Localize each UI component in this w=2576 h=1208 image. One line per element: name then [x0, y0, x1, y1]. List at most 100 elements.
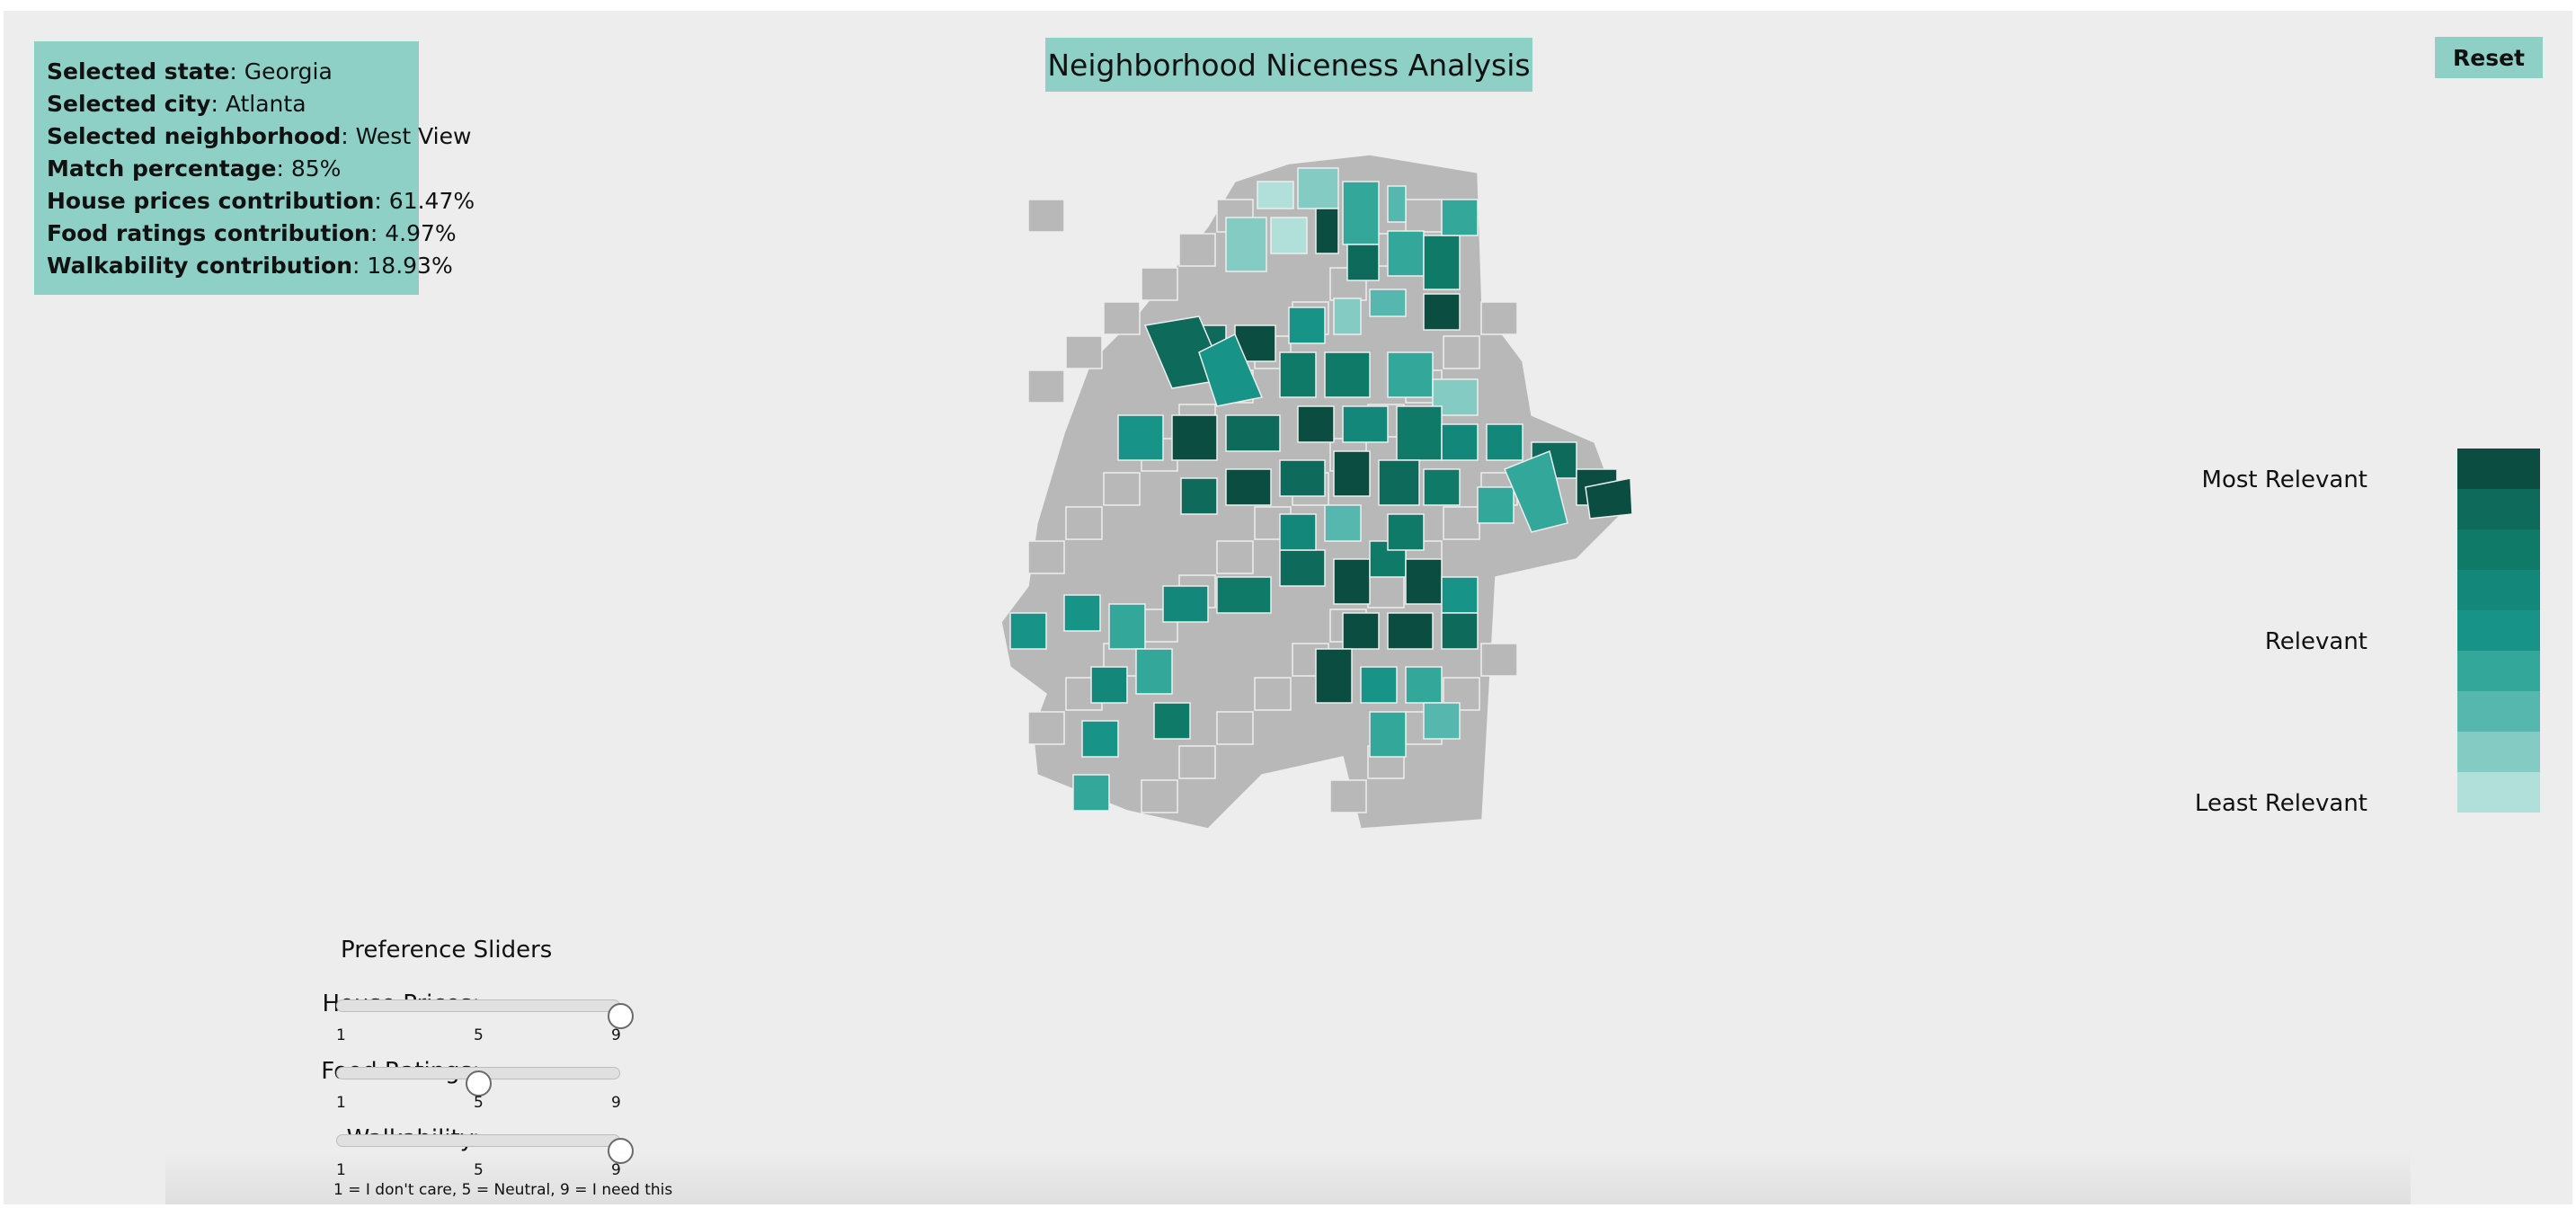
neighborhood-shape[interactable] — [1324, 351, 1371, 398]
legend-least-relevant-label: Least Relevant — [2194, 790, 2367, 817]
neighborhood-shape[interactable] — [1423, 235, 1461, 290]
neighborhood-shape[interactable] — [1178, 233, 1216, 267]
neighborhood-shape[interactable] — [1103, 301, 1141, 335]
neighborhood-shape[interactable] — [1027, 711, 1065, 745]
neighborhood-shape[interactable] — [1342, 181, 1380, 245]
neighborhood-shape[interactable] — [1387, 351, 1434, 398]
neighborhood-shape[interactable] — [1378, 459, 1420, 506]
neighborhood-shape[interactable] — [1480, 301, 1518, 335]
neighborhood-shape[interactable] — [1180, 477, 1218, 515]
neighborhood-shape[interactable] — [1288, 306, 1326, 344]
neighborhood-shape[interactable] — [1162, 585, 1209, 623]
neighborhood-shape[interactable] — [1216, 576, 1272, 614]
neighborhood-shape[interactable] — [1225, 217, 1267, 272]
neighborhood-shape[interactable] — [1360, 666, 1398, 704]
neighborhood-shape[interactable] — [1443, 335, 1480, 369]
neighborhood-shape[interactable] — [1141, 267, 1178, 301]
neighborhood-shape[interactable] — [1279, 351, 1317, 398]
neighborhood-shape[interactable] — [1279, 513, 1317, 551]
neighborhood-shape[interactable] — [1027, 540, 1065, 574]
neighborhood-shape[interactable] — [1225, 414, 1281, 452]
neighborhood-shape[interactable] — [1333, 558, 1371, 605]
neighborhood-shape[interactable] — [1009, 612, 1047, 650]
slider-scale-note: 1 = I don't care, 5 = Neutral, 9 = I nee… — [333, 1181, 673, 1199]
neighborhood-shape[interactable] — [1225, 468, 1272, 506]
walkability-slider-track[interactable] — [336, 1134, 634, 1164]
neighborhood-shape[interactable] — [1405, 199, 1443, 233]
neighborhood-shape[interactable] — [1072, 774, 1110, 812]
neighborhood-shape[interactable] — [1333, 450, 1371, 497]
neighborhood-shape[interactable] — [1342, 612, 1380, 650]
selected-city-value: Atlanta — [225, 91, 306, 117]
neighborhood-shape[interactable] — [1441, 423, 1479, 461]
neighborhood-shape[interactable] — [1443, 677, 1480, 711]
neighborhood-shape[interactable] — [1423, 468, 1461, 506]
neighborhood-shape[interactable] — [1090, 666, 1128, 704]
neighborhood-shape[interactable] — [1486, 423, 1523, 461]
neighborhood-shape[interactable] — [1027, 369, 1065, 404]
neighborhood-shape[interactable] — [1396, 405, 1443, 461]
neighborhood-shape[interactable] — [1103, 472, 1141, 506]
neighborhood-shape[interactable] — [1178, 745, 1216, 779]
neighborhood-shape[interactable] — [1135, 648, 1173, 695]
neighborhood-shape[interactable] — [1198, 333, 1264, 407]
food-ratings-slider-thumb[interactable] — [466, 1070, 492, 1097]
neighborhood-shape[interactable] — [1441, 199, 1479, 236]
neighborhood-shape[interactable] — [1432, 378, 1479, 416]
walkability-tick-mid: 5 — [474, 1161, 484, 1179]
neighborhood-shape[interactable] — [1367, 574, 1405, 608]
neighborhood-shape[interactable] — [1387, 513, 1425, 551]
neighborhood-shape[interactable] — [1065, 335, 1103, 369]
neighborhood-shape[interactable] — [1027, 199, 1065, 233]
neighborhood-shape[interactable] — [1441, 576, 1479, 614]
neighborhood-shape[interactable] — [1153, 702, 1191, 740]
walkability-slider-thumb[interactable] — [608, 1138, 634, 1164]
neighborhood-shape[interactable] — [1585, 477, 1633, 520]
neighborhood-shape[interactable] — [1405, 558, 1443, 605]
neighborhood-shape[interactable] — [1369, 711, 1407, 758]
neighborhood-shape[interactable] — [1480, 643, 1518, 677]
neighborhood-shape[interactable] — [1315, 208, 1339, 254]
house-prices-slider-thumb[interactable] — [608, 1003, 634, 1029]
neighborhood-shape[interactable] — [1108, 603, 1146, 650]
neighborhood-shape[interactable] — [1081, 720, 1119, 758]
neighborhood-shape[interactable] — [1063, 594, 1101, 632]
neighborhood-shape[interactable] — [1324, 504, 1362, 542]
neighborhood-shape[interactable] — [1477, 486, 1515, 524]
neighborhood-shape[interactable] — [1346, 244, 1380, 281]
neighborhood-shape[interactable] — [1270, 217, 1308, 254]
neighborhood-shape[interactable] — [1342, 405, 1389, 443]
neighborhood-shape[interactable] — [1315, 648, 1353, 704]
neighborhood-shape[interactable] — [1405, 666, 1443, 704]
neighborhood-shape[interactable] — [1141, 779, 1178, 813]
neighborhood-shape[interactable] — [1423, 702, 1461, 740]
neighborhood-shape[interactable] — [1329, 779, 1367, 813]
neighborhood-shape[interactable] — [1387, 185, 1407, 223]
app-canvas: Selected state: Georgia Selected city: A… — [4, 11, 2572, 1204]
neighborhood-shape[interactable] — [1423, 293, 1461, 331]
neighborhood-shape[interactable] — [1387, 612, 1434, 650]
neighborhood-shape[interactable] — [1297, 405, 1335, 443]
reset-button[interactable]: Reset — [2435, 37, 2543, 78]
neighborhood-shape[interactable] — [1504, 449, 1568, 533]
neighborhood-shape[interactable] — [1171, 414, 1218, 461]
neighborhood-shape[interactable] — [1117, 414, 1164, 461]
neighborhood-shape[interactable] — [1443, 506, 1480, 540]
neighborhood-shape[interactable] — [1279, 459, 1326, 497]
neighborhood-shape[interactable] — [1065, 506, 1103, 540]
selected-state-value: Georgia — [244, 58, 333, 84]
neighborhood-shape[interactable] — [1257, 181, 1294, 209]
neighborhood-shape[interactable] — [1279, 549, 1326, 587]
neighborhood-shape[interactable] — [1216, 711, 1254, 745]
house-prices-slider-track[interactable] — [336, 999, 634, 1029]
neighborhood-shape[interactable] — [1216, 540, 1254, 574]
neighborhood-shape[interactable] — [1333, 298, 1362, 335]
neighborhood-choropleth-map[interactable] — [992, 146, 1639, 829]
neighborhood-shape[interactable] — [1254, 677, 1292, 711]
legend-swatch — [2457, 570, 2540, 610]
neighborhood-shape[interactable] — [1297, 167, 1339, 209]
neighborhood-shape[interactable] — [1441, 612, 1479, 650]
neighborhood-shape[interactable] — [1369, 289, 1407, 317]
neighborhood-shape[interactable] — [1387, 230, 1425, 277]
food-ratings-slider-track[interactable] — [336, 1067, 620, 1097]
